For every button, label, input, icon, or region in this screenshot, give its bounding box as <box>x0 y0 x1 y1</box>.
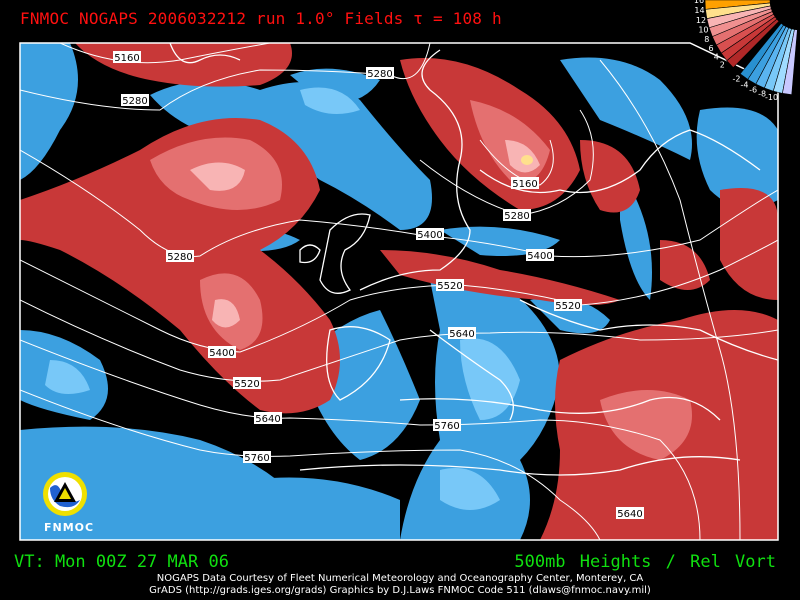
contour-label-box <box>616 507 644 519</box>
contour-label: 5280 <box>367 69 392 80</box>
credit-line-1: NOGAPS Data Courtesy of Fleet Numerical … <box>156 573 644 584</box>
contour-label: 5760 <box>434 421 459 432</box>
contour-label: 5520 <box>234 379 259 390</box>
height-contours <box>20 43 778 540</box>
contour-label: 5520 <box>437 281 462 292</box>
contour-label: 5640 <box>255 414 280 425</box>
credit-line-2: GrADS (http://grads.iges.org/grads) Grap… <box>149 585 651 596</box>
contour-label-box <box>554 299 582 311</box>
valid-time: VT: Mon 00Z 27 MAR 06 <box>14 552 229 572</box>
colorbar-label: 10 <box>698 26 708 35</box>
colorbar-label: 6 <box>709 44 714 53</box>
strong-negative-vorticity-areas <box>45 87 520 510</box>
colorbar-label: 12 <box>696 16 706 25</box>
map-frame <box>19 42 779 541</box>
colorbar-label: 4 <box>714 52 719 61</box>
contour-label-box <box>113 51 141 63</box>
colorbar-segment <box>782 29 798 95</box>
moderate-vorticity-areas <box>150 100 692 460</box>
colorbar-label: 2 <box>720 60 725 69</box>
coastlines <box>169 43 778 476</box>
contour-label: 5400 <box>527 251 552 262</box>
high-vorticity-areas <box>190 140 540 328</box>
contour-label: 5280 <box>504 211 529 222</box>
contour-label-box <box>526 249 554 261</box>
field-description: 500mb Heights / Rel Vort <box>514 552 776 572</box>
logo-text: FNMOC <box>44 521 95 534</box>
contour-label: 5160 <box>114 53 139 64</box>
contour-label-box <box>366 67 394 79</box>
contour-label-box <box>416 228 444 240</box>
contour-label-box <box>254 412 282 424</box>
contour-label-box <box>243 451 271 463</box>
colorbar-label: -4 <box>741 80 749 89</box>
contour-label: 5280 <box>122 96 147 107</box>
colorbar-label: -6 <box>749 85 757 94</box>
colorbar-label: 8 <box>704 35 709 44</box>
contour-label-box <box>436 279 464 291</box>
colorbar-label: -2 <box>732 74 740 83</box>
contour-label-box <box>121 94 149 106</box>
colorbar-label: -10 <box>765 93 778 102</box>
contour-label: 5400 <box>417 230 442 241</box>
colorbar-label: 16 <box>694 0 704 5</box>
contour-label: 5280 <box>167 252 192 263</box>
contour-label-box <box>511 177 539 189</box>
contour-label: 5640 <box>617 509 642 520</box>
contour-label-box <box>448 327 476 339</box>
contour-label-box <box>503 209 531 221</box>
map-title: FNMOC NOGAPS 2006032212 run 1.0° Fields … <box>20 9 502 28</box>
contour-label: 5520 <box>555 301 580 312</box>
contour-labels: 5160 5280 5280 5160 5280 5400 5400 5520 5520 5640… <box>113 51 644 520</box>
contour-label: 5640 <box>449 329 474 340</box>
colorbar-label: -8 <box>758 90 766 99</box>
contour-label-box <box>233 377 261 389</box>
contour-label-box <box>208 346 236 358</box>
contour-label: 5400 <box>209 348 234 359</box>
contour-label: 5760 <box>244 453 269 464</box>
colorbar-label: 14 <box>694 6 704 15</box>
contour-label: 5160 <box>512 179 537 190</box>
contour-label-box <box>166 250 194 262</box>
contour-label-box <box>433 419 461 431</box>
colorbar-segment <box>726 18 780 68</box>
fnmoc-logo <box>43 472 87 516</box>
vorticity-field <box>20 43 778 540</box>
